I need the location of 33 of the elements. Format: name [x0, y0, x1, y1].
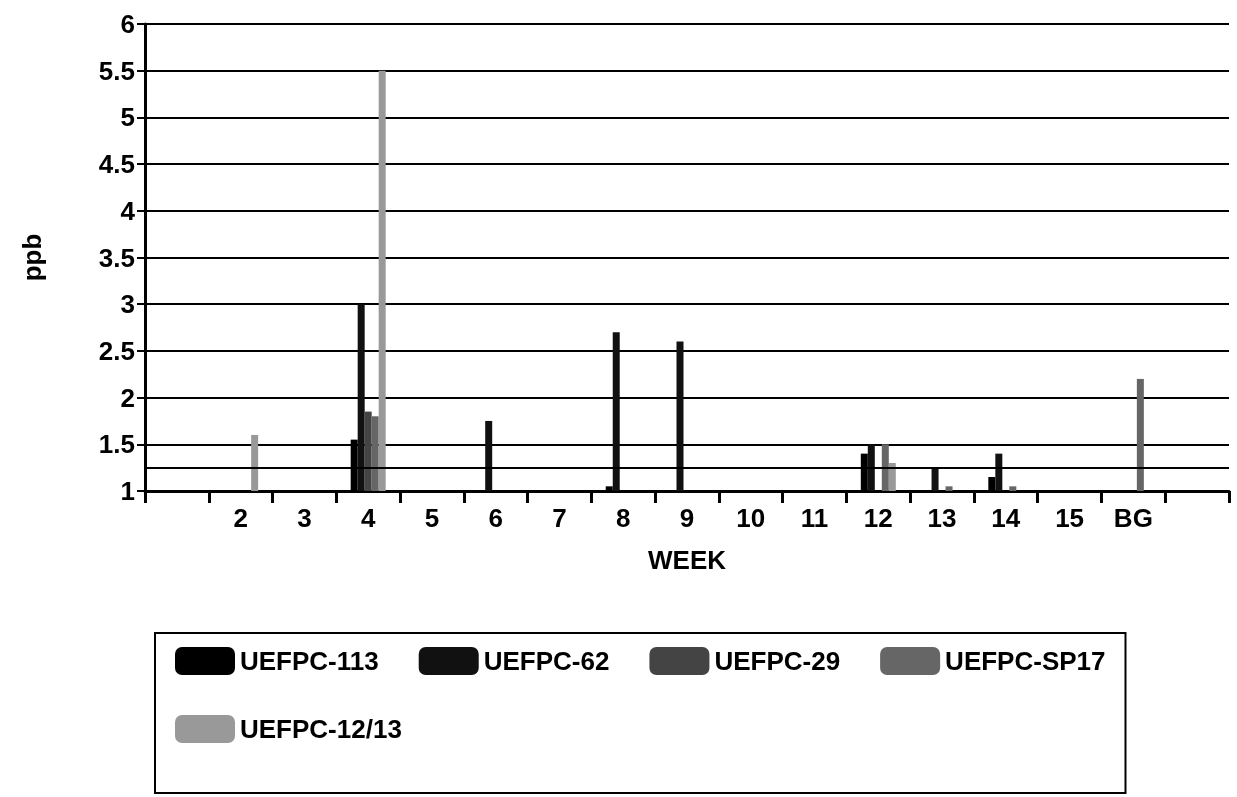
legend-label: UEFPC-29 [714, 646, 841, 676]
y-axis-title: ppb [17, 233, 47, 282]
x-tick-label: 6 [488, 503, 503, 533]
legend-label: UEFPC-SP17 [945, 646, 1106, 676]
legend-label: UEFPC-113 [240, 646, 379, 676]
x-tick-label: 4 [360, 503, 376, 533]
x-tick-label: 15 [1055, 503, 1085, 533]
y-tick-label: 3 [120, 289, 135, 320]
y-tick-label: 1 [120, 476, 135, 506]
x-tick-label: 10 [736, 503, 766, 533]
x-tick-label: 9 [679, 503, 695, 533]
x-axis-title: WEEK [648, 545, 727, 575]
x-tick-label: 12 [863, 503, 893, 533]
x-tick-label: BG [1113, 503, 1153, 533]
x-tick-label: 5 [424, 503, 440, 533]
y-tick-label: 3.5 [98, 242, 135, 273]
y-tick-label: 4.5 [98, 149, 135, 180]
x-tick-label: 2 [233, 503, 248, 533]
y-tick-label: 2 [120, 382, 135, 413]
x-tick-label: 7 [552, 503, 567, 533]
y-tick-label: 2.5 [98, 335, 135, 366]
x-tick-label: 14 [991, 503, 1021, 533]
y-tick-label: 6 [120, 9, 135, 39]
legend-label: UEFPC-62 [483, 646, 610, 676]
x-tick-label: 3 [297, 503, 312, 533]
legend-label: UEFPC-12/13 [240, 714, 402, 744]
y-tick-label: 5 [120, 102, 135, 133]
y-tick-label: 4 [120, 195, 136, 226]
x-tick-label: 8 [616, 503, 631, 533]
x-tick-label: 13 [927, 503, 957, 533]
x-tick-label: 11 [800, 503, 829, 533]
y-tick-label: 1.5 [98, 429, 135, 460]
y-tick-label: 5.5 [98, 55, 135, 86]
